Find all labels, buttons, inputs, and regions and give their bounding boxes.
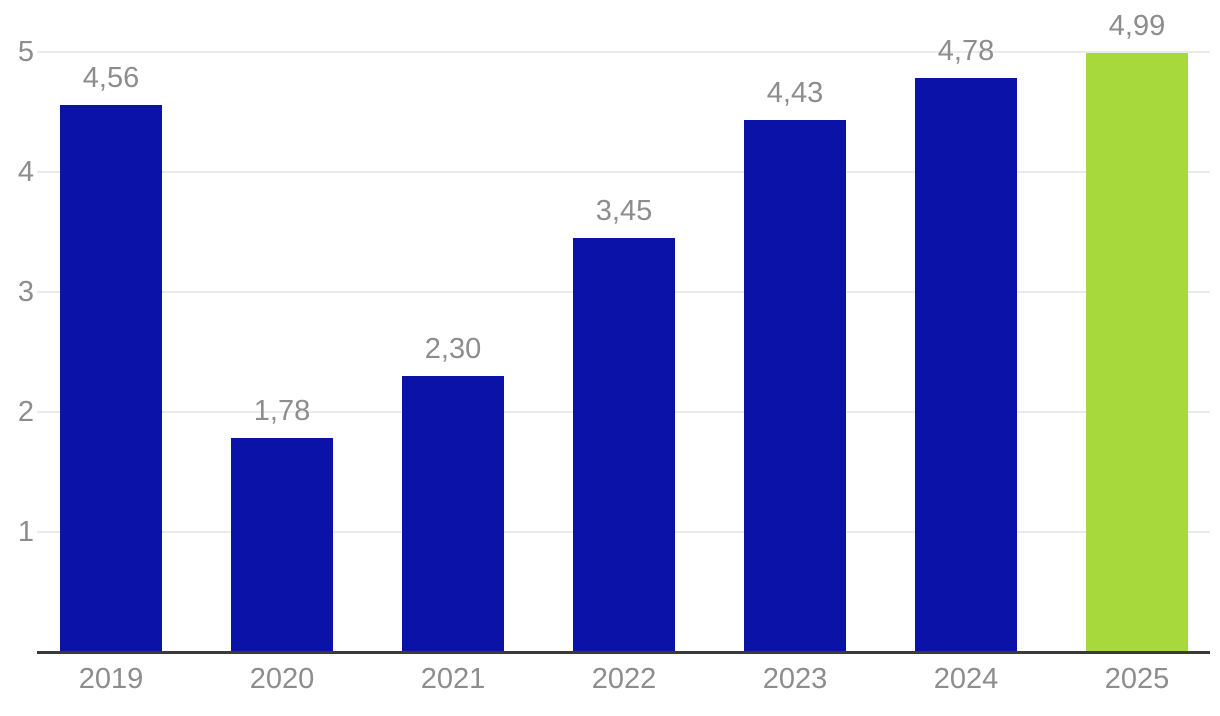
bar-value-label: 3,45 bbox=[595, 195, 653, 227]
x-axis-label: 2022 bbox=[591, 663, 657, 695]
gridline bbox=[37, 51, 1210, 53]
bar-2025 bbox=[1086, 53, 1188, 652]
bar-value-label: 1,78 bbox=[253, 395, 311, 428]
x-axis-label: 2021 bbox=[420, 663, 486, 695]
y-axis-tick-label: 3 bbox=[17, 276, 34, 308]
x-axis-label: 2020 bbox=[249, 663, 315, 695]
y-axis-tick-label: 5 bbox=[17, 36, 34, 68]
bar-2019 bbox=[60, 104, 162, 652]
x-axis-label: 2025 bbox=[1104, 663, 1170, 695]
bar-value-label: 4,56 bbox=[82, 61, 140, 94]
x-axis-label: 2023 bbox=[762, 663, 828, 695]
x-axis-label: 2024 bbox=[933, 663, 999, 695]
y-axis-tick-label: 2 bbox=[17, 396, 34, 428]
y-axis-tick-label: 1 bbox=[17, 516, 34, 548]
x-axis-label: 2019 bbox=[78, 663, 144, 695]
gridline bbox=[37, 171, 1210, 173]
bar-value-label: 4,99 bbox=[1108, 10, 1166, 43]
bar-2021 bbox=[402, 376, 504, 652]
bar-2023 bbox=[744, 120, 846, 652]
bar-2022 bbox=[573, 238, 675, 652]
bar-2020 bbox=[231, 438, 333, 652]
bar-2024 bbox=[915, 78, 1017, 652]
bar-value-label: 4,43 bbox=[766, 77, 824, 110]
y-axis-tick-label: 4 bbox=[17, 156, 34, 188]
bar-value-label: 4,78 bbox=[937, 35, 995, 68]
x-axis-line bbox=[37, 651, 1210, 654]
bar-value-label: 2,30 bbox=[424, 333, 482, 365]
